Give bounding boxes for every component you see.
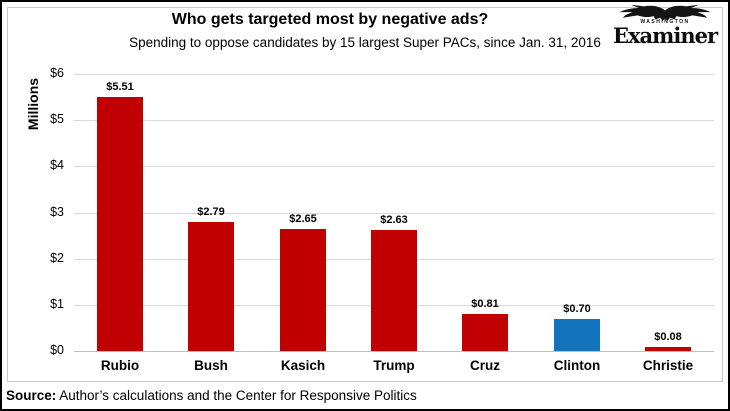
x-tick-label: Clinton bbox=[553, 358, 601, 373]
y-tick-label: $0 bbox=[50, 343, 64, 357]
bar-christie bbox=[645, 347, 691, 351]
source-label: Source: bbox=[6, 388, 57, 403]
bar-kasich bbox=[280, 229, 326, 351]
x-tick-label: Christie bbox=[642, 358, 694, 373]
bar-cruz bbox=[462, 314, 508, 351]
x-axis-line bbox=[74, 351, 714, 352]
logo-wordmark: Examiner bbox=[612, 23, 718, 48]
gridline bbox=[74, 74, 714, 75]
bar-bush bbox=[188, 222, 234, 351]
bar-value-label: $0.70 bbox=[563, 303, 591, 315]
bar-value-label: $0.08 bbox=[654, 331, 682, 343]
chart-title: Who gets targeted most by negative ads? bbox=[171, 11, 489, 28]
source-note: Source: Author’s calculations and the Ce… bbox=[6, 388, 417, 403]
bar-clinton bbox=[554, 319, 600, 351]
eagle-icon bbox=[619, 4, 711, 21]
bar-value-label: $0.81 bbox=[471, 298, 499, 310]
logo-washington-text: WASHINGTON bbox=[640, 19, 690, 25]
gridline bbox=[74, 213, 714, 214]
x-tick-label: Trump bbox=[373, 358, 415, 373]
bar-rubio bbox=[97, 97, 143, 351]
x-tick-label: Cruz bbox=[470, 358, 500, 373]
gridline bbox=[74, 120, 714, 121]
bar-value-label: $2.65 bbox=[289, 213, 317, 225]
x-tick-label: Bush bbox=[194, 358, 228, 373]
source-text: Author’s calculations and the Center for… bbox=[56, 388, 417, 403]
x-tick-label: Kasich bbox=[280, 358, 326, 373]
bar-trump bbox=[371, 230, 417, 351]
y-tick-label: $3 bbox=[50, 205, 64, 219]
bar-value-label: $5.51 bbox=[106, 81, 134, 93]
y-tick-label: $4 bbox=[50, 158, 64, 172]
y-tick-label: $1 bbox=[50, 297, 64, 311]
bar-value-label: $2.63 bbox=[380, 214, 408, 226]
y-tick-label: $5 bbox=[50, 112, 64, 126]
examiner-logo: WASHINGTON Examiner bbox=[608, 4, 722, 46]
chart-subtitle: Spending to oppose candidates by 15 larg… bbox=[129, 35, 601, 50]
gridline bbox=[74, 166, 714, 167]
y-tick-label: $6 bbox=[50, 66, 64, 80]
bar-value-label: $2.79 bbox=[197, 206, 225, 218]
y-tick-label: $2 bbox=[50, 251, 64, 265]
x-tick-label: Rubio bbox=[100, 358, 140, 373]
